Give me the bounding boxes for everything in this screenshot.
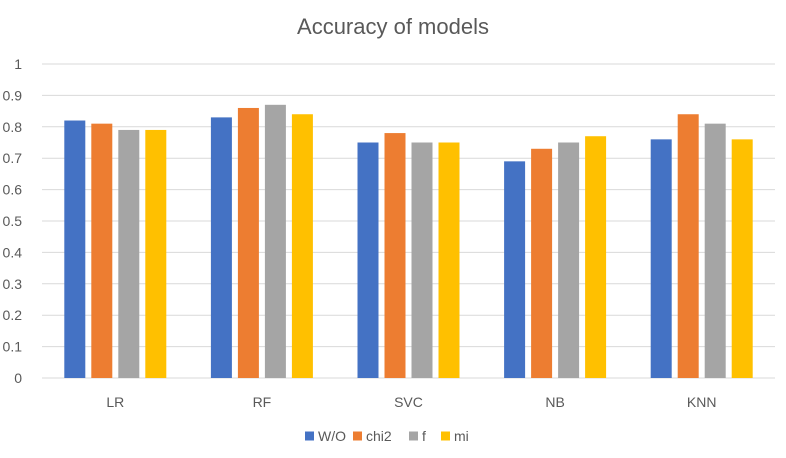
bar-LR-mi	[145, 129, 167, 378]
y-tick-label: 0.2	[3, 307, 23, 323]
bar-NB-chi2	[531, 148, 553, 378]
bars	[64, 104, 753, 379]
bar-RF-chi2	[237, 107, 259, 379]
bar-NB-W/O	[504, 161, 526, 378]
y-tick-label: 0.8	[3, 119, 23, 135]
legend-swatch-W/O	[305, 431, 314, 441]
y-axis-ticks: 0 0.1 0.2 0.3 0.4 0.5 0.6 0.7 0.8 0.9 1	[3, 56, 23, 386]
y-tick-label: 0.7	[3, 150, 23, 166]
chart-title: Accuracy of models	[297, 14, 489, 39]
y-tick-label: 0.4	[3, 244, 23, 260]
legend-label: mi	[454, 428, 469, 444]
bar-NB-f	[558, 142, 580, 378]
legend-swatch-chi2	[353, 431, 362, 441]
y-tick-label: 0	[14, 370, 22, 386]
bar-LR-chi2	[91, 123, 113, 378]
x-tick-label: RF	[253, 394, 272, 410]
y-tick-label: 0.9	[3, 87, 23, 103]
bar-KNN-mi	[731, 139, 753, 378]
bar-LR-W/O	[64, 120, 86, 379]
y-tick-label: 0.5	[3, 213, 23, 229]
bar-SVC-f	[411, 142, 433, 378]
legend-swatch-f	[409, 431, 418, 441]
bar-SVC-chi2	[384, 133, 406, 378]
x-tick-label: LR	[106, 394, 124, 410]
bar-RF-f	[264, 104, 286, 378]
legend-label: f	[422, 428, 426, 444]
bar-KNN-chi2	[677, 114, 699, 379]
x-axis-ticks: LR RF SVC NB KNN	[106, 394, 716, 410]
bar-LR-f	[118, 129, 140, 378]
legend-label: chi2	[366, 428, 392, 444]
bar-KNN-W/O	[650, 139, 672, 378]
y-tick-label: 0.3	[3, 276, 23, 292]
x-tick-label: NB	[545, 394, 564, 410]
bar-KNN-f	[704, 123, 726, 378]
legend: W/O chi2 f mi	[305, 428, 469, 444]
bar-RF-mi	[291, 114, 313, 379]
y-tick-label: 0.6	[3, 182, 23, 198]
bar-SVC-mi	[438, 142, 460, 378]
y-tick-label: 1	[14, 56, 22, 72]
x-tick-label: SVC	[394, 394, 423, 410]
legend-label: W/O	[318, 428, 346, 444]
bar-SVC-W/O	[357, 142, 379, 378]
x-tick-label: KNN	[687, 394, 717, 410]
legend-swatch-mi	[441, 431, 450, 441]
bar-RF-W/O	[210, 117, 232, 378]
bar-NB-mi	[585, 136, 607, 378]
y-tick-label: 0.1	[3, 339, 23, 355]
